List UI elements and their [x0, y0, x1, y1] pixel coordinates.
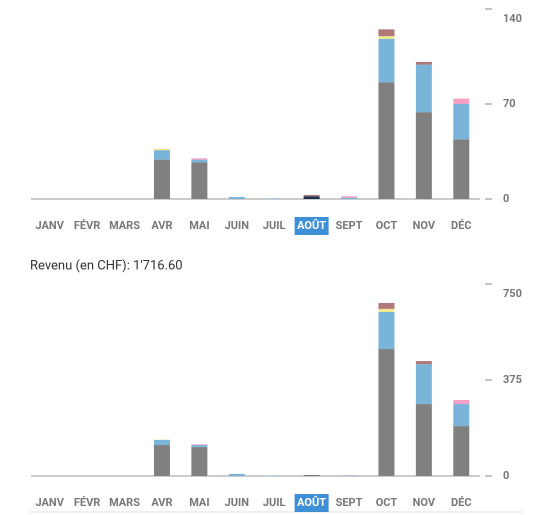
bar-segment: [341, 196, 358, 198]
month-label[interactable]: OCT: [376, 496, 398, 509]
bar-segment: [415, 112, 432, 199]
month-label[interactable]: JANV: [36, 219, 65, 232]
bar-segment: [378, 349, 395, 476]
month-label[interactable]: JANV: [36, 496, 65, 509]
month-label[interactable]: FÉVR: [74, 496, 100, 509]
month-label[interactable]: AOÛT: [297, 496, 326, 509]
y-tick-label: 0: [503, 469, 509, 482]
bar-segment: [453, 104, 470, 140]
bar-segment: [303, 194, 320, 197]
bar-segment: [415, 404, 432, 476]
month-label[interactable]: AVR: [151, 219, 172, 232]
bar-segment: [341, 475, 358, 476]
bar-segment: [228, 196, 245, 199]
month-label[interactable]: NOV: [413, 496, 436, 509]
bar-segment: [378, 311, 395, 350]
bar-segment: [378, 29, 395, 37]
month-label[interactable]: AOÛT: [297, 219, 326, 232]
bar-segment: [341, 197, 358, 199]
bar-segment: [303, 475, 320, 476]
selected-month[interactable]: [294, 494, 329, 512]
bar-segment: [378, 302, 395, 309]
y-tick-label: 0: [503, 192, 509, 205]
bar-segment: [303, 196, 320, 199]
bar-segment: [415, 364, 432, 405]
bar-segment: [378, 38, 395, 83]
bar-segment: [153, 439, 170, 446]
month-label[interactable]: JUIL: [263, 219, 286, 232]
bar-segment: [153, 150, 170, 160]
bar-segment: [191, 447, 208, 476]
bar-segment: [453, 139, 470, 199]
month-label[interactable]: OCT: [376, 219, 398, 232]
bar-segment: [378, 36, 395, 39]
bar-segment: [153, 159, 170, 199]
month-label[interactable]: MARS: [109, 219, 140, 232]
y-tick-label: 375: [503, 373, 522, 386]
selected-month[interactable]: [294, 217, 329, 235]
subtitle: Revenu (en CHF): 1'716.60: [30, 258, 183, 273]
bar-segment: [378, 82, 395, 199]
bar-segment: [191, 445, 208, 448]
bar-segment: [191, 159, 208, 163]
bar-segment: [266, 475, 283, 476]
y-tick-label: 750: [503, 287, 522, 300]
bar-segment: [191, 162, 208, 199]
month-label[interactable]: NOV: [413, 219, 436, 232]
month-label[interactable]: SEPT: [336, 496, 363, 509]
bar-segment: [153, 445, 170, 476]
bar-segment: [453, 399, 470, 405]
month-label[interactable]: MARS: [109, 496, 140, 509]
y-tick-label: 140: [503, 12, 522, 25]
month-label[interactable]: DÉC: [451, 496, 472, 509]
bar-segment: [191, 444, 208, 446]
bar-segment: [415, 361, 432, 365]
bar-segment: [191, 158, 208, 160]
bar-segment: [415, 64, 432, 113]
month-label[interactable]: JUIN: [225, 219, 250, 232]
month-label[interactable]: FÉVR: [74, 219, 100, 232]
month-label[interactable]: JUIL: [263, 496, 286, 509]
bar-segment: [453, 98, 470, 104]
month-label[interactable]: MAI: [189, 496, 209, 509]
month-label[interactable]: SEPT: [336, 219, 363, 232]
bar-segment: [453, 404, 470, 427]
bar-segment: [228, 473, 245, 476]
month-label[interactable]: AVR: [151, 496, 172, 509]
month-label[interactable]: JUIN: [225, 496, 250, 509]
bar-segment: [266, 198, 283, 199]
month-label[interactable]: MAI: [189, 219, 209, 232]
y-tick-label: 70: [503, 97, 516, 110]
bar-segment: [153, 148, 170, 151]
month-label[interactable]: DÉC: [451, 219, 472, 232]
bar-segment: [378, 308, 395, 312]
bar-segment: [453, 426, 470, 476]
bar-segment: [415, 61, 432, 65]
